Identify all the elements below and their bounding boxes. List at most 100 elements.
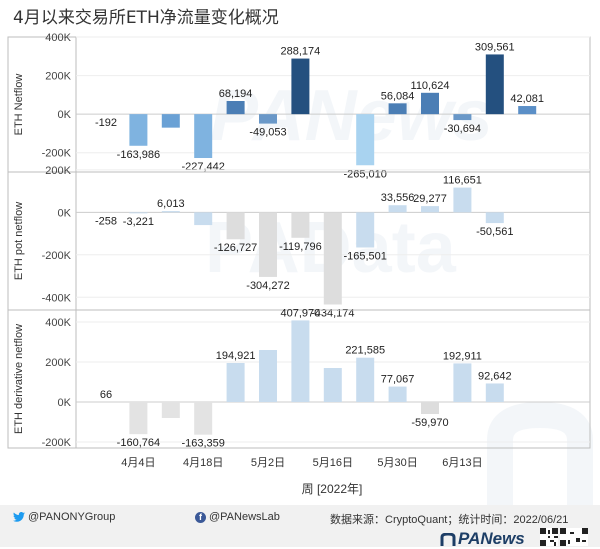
svg-text:PANews: PANews xyxy=(210,76,493,156)
data-label: -258 xyxy=(95,215,117,227)
data-label: 29,277 xyxy=(413,193,447,205)
bar xyxy=(226,363,245,402)
data-label: 42,081 xyxy=(510,93,544,105)
data-label: 33,556 xyxy=(381,192,415,204)
data-label: -227,442 xyxy=(181,161,224,173)
bar xyxy=(323,368,342,402)
bar xyxy=(161,402,180,418)
bar xyxy=(194,212,213,226)
x-tick-label: 5月16日 xyxy=(313,457,353,469)
bar xyxy=(356,357,375,402)
x-tick-label: 4月4日 xyxy=(121,457,155,469)
data-label: 110,624 xyxy=(411,80,450,92)
footer: @PANONYGroup f @PANewsLab 数据来源：CryptoQua… xyxy=(0,505,600,548)
bar xyxy=(291,58,310,115)
bar xyxy=(226,212,245,240)
bar xyxy=(485,212,504,224)
panews-logo: PANews xyxy=(458,529,525,548)
data-source-text: 数据来源：CryptoQuant；统计时间：2022/06/21 xyxy=(330,514,569,526)
x-tick-label: 5月2日 xyxy=(251,457,285,469)
twitter-handle: @PANONYGroup xyxy=(13,511,115,523)
bar xyxy=(161,211,180,213)
data-source: 数据来源：CryptoQuant；统计时间：2022/06/21 xyxy=(330,511,568,527)
data-label: -59,970 xyxy=(411,417,448,429)
bar xyxy=(291,320,310,402)
bar xyxy=(226,100,245,115)
bar xyxy=(453,187,472,213)
bar xyxy=(194,114,213,159)
data-label: 192,911 xyxy=(443,350,482,362)
bar xyxy=(518,106,537,115)
twitter-handle-text: @PANONYGroup xyxy=(28,511,116,523)
bar xyxy=(259,350,277,402)
y-tick-label: 200K xyxy=(45,71,71,83)
data-label: -50,561 xyxy=(476,226,513,238)
data-label: 68,194 xyxy=(219,88,253,100)
bar xyxy=(388,386,407,402)
y-axis-label: ETH pot netflow xyxy=(13,202,25,280)
bar xyxy=(388,103,407,115)
data-label: 309,561 xyxy=(475,41,515,53)
data-label: -434,174 xyxy=(311,308,354,320)
bar xyxy=(485,54,504,115)
data-label: 288,174 xyxy=(281,46,321,58)
bar xyxy=(129,114,148,146)
bar xyxy=(129,402,148,435)
bar xyxy=(291,212,310,238)
twitter-icon xyxy=(13,512,25,522)
bar xyxy=(323,212,342,305)
data-label: 221,585 xyxy=(345,345,385,357)
data-label: 66 xyxy=(100,389,112,401)
y-tick-label: -200K xyxy=(42,437,72,449)
data-label: 194,921 xyxy=(216,350,256,362)
data-label: -192 xyxy=(95,117,117,129)
x-axis-label: 周 [2022年] xyxy=(302,482,363,496)
data-label: -265,010 xyxy=(343,168,386,180)
qr-code-icon xyxy=(540,528,558,546)
data-label: -126,727 xyxy=(214,242,257,254)
y-tick-label: 200K xyxy=(45,165,71,177)
y-tick-label: 0K xyxy=(58,109,72,121)
bar xyxy=(421,92,439,115)
data-label: -30,694 xyxy=(444,123,481,135)
facebook-handle: f @PANewsLab xyxy=(195,511,280,523)
bar xyxy=(129,212,148,214)
y-tick-label: 0K xyxy=(58,397,72,409)
bar xyxy=(453,114,472,121)
chart-title: 4月以来交易所ETH净流量变化概况 xyxy=(13,8,279,28)
y-tick-label: -400K xyxy=(42,292,72,304)
data-label: -163,986 xyxy=(117,149,160,161)
y-axis-label: ETH Netflow xyxy=(13,74,25,136)
bar xyxy=(453,363,472,402)
facebook-handle-text: @PANewsLab xyxy=(209,511,280,523)
data-label: 407,970 xyxy=(281,307,321,319)
data-label: 116,651 xyxy=(443,175,482,187)
data-label: 92,642 xyxy=(478,370,512,382)
y-tick-label: -200K xyxy=(42,148,72,160)
x-tick-label: 6月13日 xyxy=(442,457,482,469)
x-tick-label: 4月18日 xyxy=(183,457,223,469)
bar xyxy=(194,402,213,435)
qr-code-icon-2 xyxy=(560,528,588,546)
bar xyxy=(356,114,375,166)
y-axis-label: ETH derivative netflow xyxy=(13,324,25,434)
data-label: -3,221 xyxy=(123,216,154,228)
x-tick-label: 5月30日 xyxy=(377,457,417,469)
y-tick-label: 400K xyxy=(45,32,71,44)
bar xyxy=(485,383,504,402)
bar xyxy=(421,402,439,414)
bar xyxy=(356,212,375,248)
y-tick-label: -200K xyxy=(42,250,72,262)
data-label: -165,501 xyxy=(343,250,386,262)
bar xyxy=(388,205,407,213)
bar xyxy=(259,114,277,124)
data-label: -163,359 xyxy=(181,438,224,450)
y-tick-label: 400K xyxy=(45,317,71,329)
bar xyxy=(259,212,277,277)
data-label: -119,796 xyxy=(279,241,322,253)
data-label: 6,013 xyxy=(157,198,185,210)
y-tick-label: 0K xyxy=(58,207,72,219)
panews-logo-icon xyxy=(440,533,456,546)
y-axis-band-2 xyxy=(7,309,77,449)
data-label: -49,053 xyxy=(249,127,286,139)
